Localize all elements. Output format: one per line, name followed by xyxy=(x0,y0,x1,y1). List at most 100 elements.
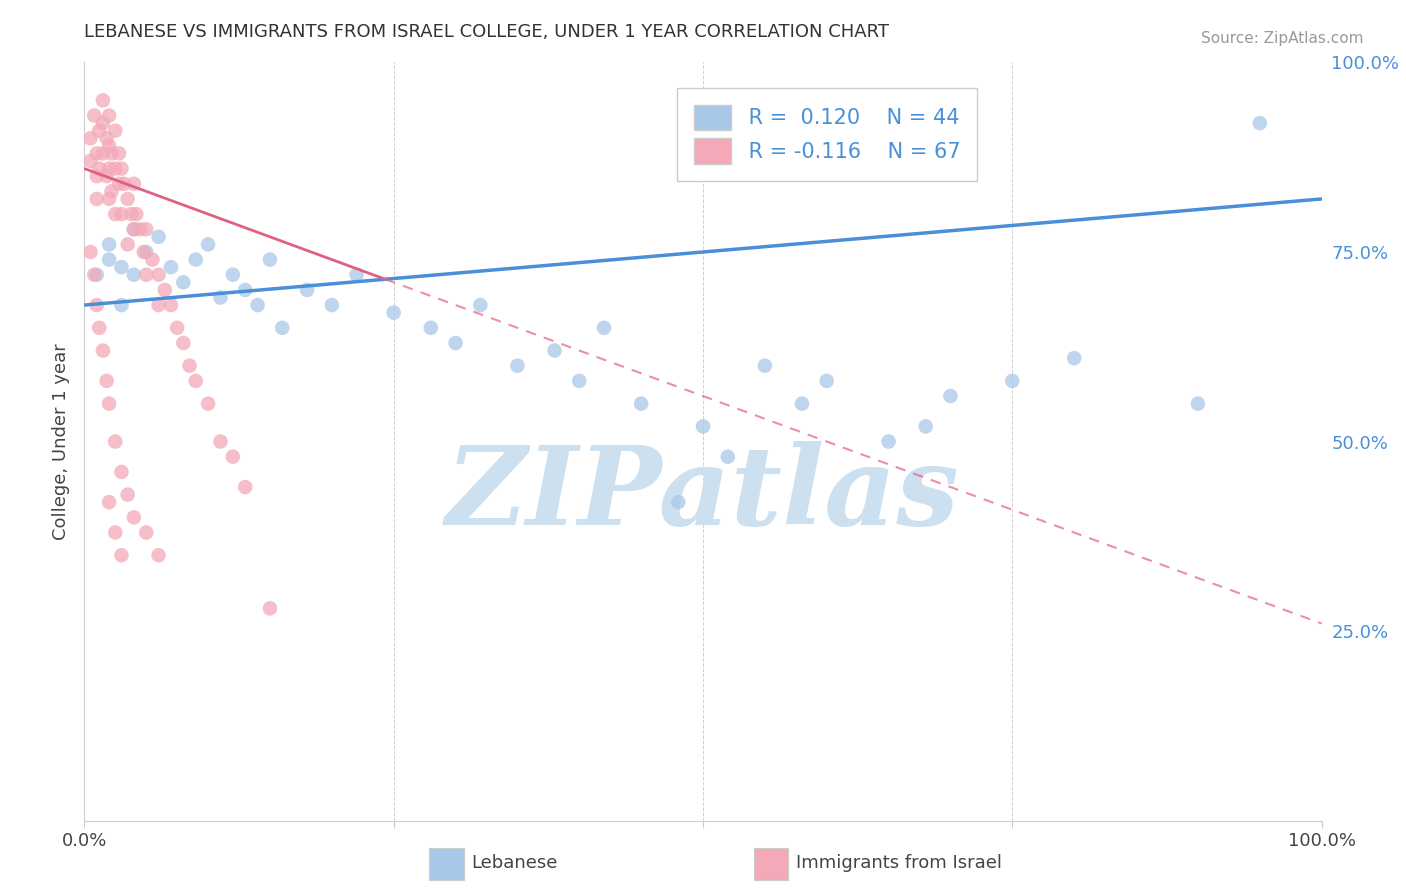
Point xyxy=(197,396,219,410)
Point xyxy=(96,169,118,184)
Text: Immigrants from Israel: Immigrants from Israel xyxy=(796,854,1002,872)
Point xyxy=(117,487,139,501)
Point xyxy=(790,396,813,410)
Point xyxy=(104,161,127,176)
Point xyxy=(91,343,114,358)
Point xyxy=(1187,396,1209,410)
Point xyxy=(233,283,256,297)
Point xyxy=(86,298,108,312)
Point xyxy=(148,298,170,312)
Point xyxy=(98,396,121,410)
Point xyxy=(135,525,157,540)
Point xyxy=(122,222,145,236)
Point xyxy=(91,116,114,130)
Point xyxy=(184,252,207,267)
Point xyxy=(110,465,132,479)
Point xyxy=(382,305,405,319)
Point xyxy=(166,320,188,334)
Point xyxy=(470,298,492,312)
Point xyxy=(110,260,132,275)
Point xyxy=(135,222,157,236)
Point xyxy=(179,359,201,373)
Legend:  R =  0.120    N = 44,  R = -0.116    N = 67: R = 0.120 N = 44, R = -0.116 N = 67 xyxy=(678,88,977,180)
Point xyxy=(104,123,127,137)
Point xyxy=(148,548,170,563)
Point xyxy=(135,244,157,259)
Text: LEBANESE VS IMMIGRANTS FROM ISRAEL COLLEGE, UNDER 1 YEAR CORRELATION CHART: LEBANESE VS IMMIGRANTS FROM ISRAEL COLLE… xyxy=(84,23,890,41)
Y-axis label: College, Under 1 year: College, Under 1 year xyxy=(52,343,70,540)
Point xyxy=(815,374,838,388)
FancyBboxPatch shape xyxy=(429,848,464,880)
Point xyxy=(321,298,343,312)
Point xyxy=(877,434,900,449)
Point xyxy=(98,192,121,206)
Point xyxy=(122,177,145,191)
Point xyxy=(222,450,245,464)
Point xyxy=(346,268,368,282)
Point xyxy=(506,359,529,373)
Point xyxy=(104,434,127,449)
Point xyxy=(717,450,740,464)
Point xyxy=(259,601,281,615)
Point xyxy=(91,94,114,108)
Point xyxy=(172,275,194,289)
Point xyxy=(110,298,132,312)
Point xyxy=(83,268,105,282)
Point xyxy=(86,146,108,161)
Point xyxy=(104,525,127,540)
Text: Lebanese: Lebanese xyxy=(471,854,558,872)
Point xyxy=(129,222,152,236)
Point xyxy=(79,131,101,145)
Point xyxy=(98,237,121,252)
Point xyxy=(148,268,170,282)
Point xyxy=(692,419,714,434)
Point xyxy=(104,207,127,221)
Point xyxy=(89,320,111,334)
Point xyxy=(86,192,108,206)
Point xyxy=(79,153,101,168)
Point xyxy=(122,222,145,236)
Point xyxy=(110,548,132,563)
Point xyxy=(96,374,118,388)
Point xyxy=(160,260,183,275)
Point xyxy=(135,268,157,282)
Point xyxy=(1001,374,1024,388)
Point xyxy=(630,396,652,410)
Point xyxy=(666,495,689,509)
Point xyxy=(222,268,245,282)
Point xyxy=(271,320,294,334)
Point xyxy=(141,252,163,267)
Point xyxy=(91,146,114,161)
Point xyxy=(98,161,121,176)
Point xyxy=(122,510,145,524)
Point xyxy=(89,161,111,176)
Point xyxy=(89,123,111,137)
Point xyxy=(754,359,776,373)
Point xyxy=(120,207,142,221)
Point xyxy=(125,207,148,221)
Point xyxy=(1249,116,1271,130)
Point xyxy=(98,495,121,509)
Point xyxy=(98,138,121,153)
Point xyxy=(117,237,139,252)
Point xyxy=(86,169,108,184)
Point xyxy=(110,207,132,221)
Point xyxy=(108,177,131,191)
Text: ZIPatlas: ZIPatlas xyxy=(446,441,960,549)
Point xyxy=(184,374,207,388)
Point xyxy=(108,146,131,161)
Point xyxy=(96,131,118,145)
Point xyxy=(100,146,122,161)
Point xyxy=(543,343,565,358)
Point xyxy=(419,320,441,334)
Text: Source: ZipAtlas.com: Source: ZipAtlas.com xyxy=(1201,31,1364,46)
Point xyxy=(98,252,121,267)
Point xyxy=(86,268,108,282)
Point xyxy=(197,237,219,252)
Point xyxy=(98,108,121,122)
Point xyxy=(160,298,183,312)
Point xyxy=(914,419,936,434)
FancyBboxPatch shape xyxy=(754,848,789,880)
Point xyxy=(83,108,105,122)
Point xyxy=(568,374,591,388)
